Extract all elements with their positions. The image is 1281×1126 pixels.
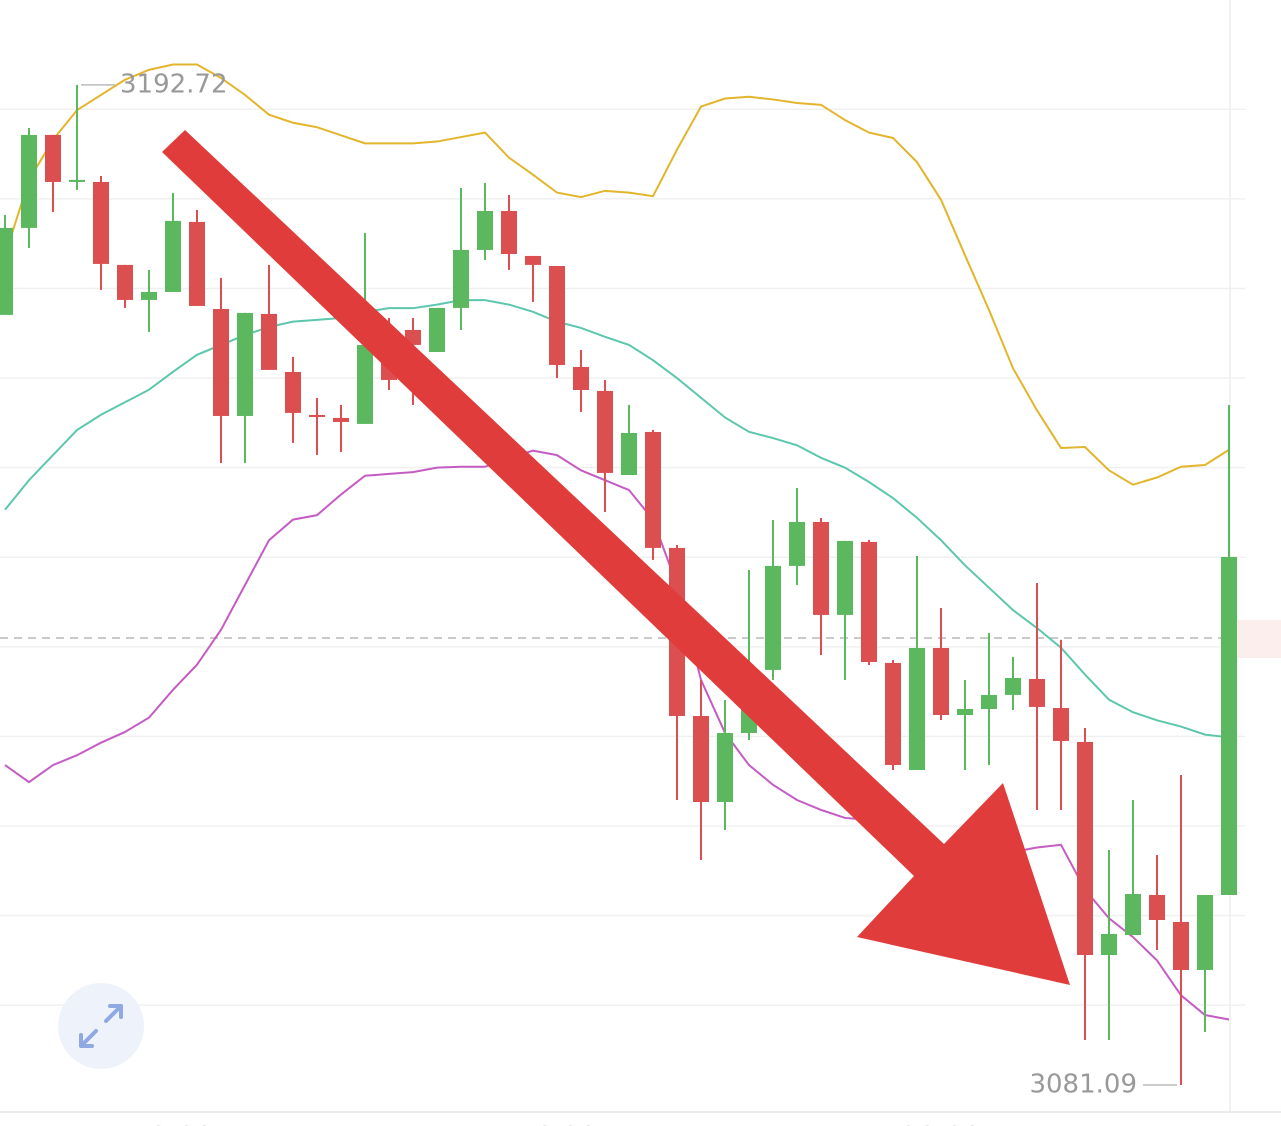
price-tag: [1233, 620, 1281, 658]
candle-body: [765, 565, 781, 670]
min-label: 3081.09: [1029, 1070, 1137, 1100]
expand-icon[interactable]: [79, 1004, 123, 1048]
expand-button[interactable]: [58, 983, 144, 1069]
candle-body: [597, 390, 613, 473]
candle-body: [549, 265, 565, 365]
candle-body: [237, 312, 253, 416]
trend-arrow: [162, 130, 1070, 985]
band-line: [4, 63, 1230, 486]
candle-body: [1173, 921, 1189, 970]
candle-body: [309, 414, 325, 417]
candle-body: [21, 134, 37, 228]
candle-body: [837, 540, 853, 615]
candle-body: [333, 417, 349, 422]
candle-body: [141, 291, 157, 300]
candle-body: [885, 662, 901, 765]
candle-body: [45, 134, 61, 182]
candle-body: [1125, 894, 1141, 936]
max-label: 3192.72: [120, 69, 228, 99]
candle-body: [645, 431, 661, 548]
labels: 12:00 16:00 20:00 3192.72 3081.09: [81, 69, 1177, 1126]
candle-body: [1053, 708, 1069, 741]
candle-body: [525, 255, 541, 265]
candle-body: [1221, 556, 1237, 895]
candle-body: [0, 227, 13, 315]
x-tick-label: 12:00: [133, 1120, 214, 1126]
candle-body: [429, 307, 445, 352]
candle-body: [573, 366, 589, 390]
candle-body: [501, 210, 517, 254]
candle-body: [717, 733, 733, 802]
candle-body: [1077, 741, 1093, 956]
candle-body: [1197, 894, 1213, 970]
candle-body: [621, 432, 637, 475]
candles: [0, 84, 1237, 1086]
candle-body: [1149, 894, 1165, 920]
candle-body: [861, 541, 877, 662]
candle-body: [789, 521, 805, 566]
x-tick-label: 20:00: [901, 1120, 982, 1126]
candle-body: [165, 220, 181, 292]
candle-body: [69, 179, 85, 182]
candle-body: [357, 344, 373, 424]
candle-body: [261, 313, 277, 370]
candle-body: [909, 647, 925, 771]
candle-body: [693, 715, 709, 802]
candle-body: [981, 694, 997, 710]
candle-body: [933, 647, 949, 716]
expand-button-bg[interactable]: [58, 983, 144, 1069]
candle-body: [93, 181, 109, 264]
candle-body: [813, 521, 829, 615]
candle-body: [117, 264, 133, 300]
candle-body: [189, 221, 205, 306]
candle-body: [1005, 678, 1021, 695]
candle-body: [213, 308, 229, 416]
band-line: [4, 299, 1230, 739]
candle-body: [453, 249, 469, 308]
candle-body: [1101, 933, 1117, 956]
candle-body: [957, 709, 973, 716]
candle-body: [477, 210, 493, 250]
candle-body: [1029, 678, 1045, 707]
x-tick-label: 16:00: [517, 1120, 598, 1126]
candle-body: [285, 371, 301, 413]
